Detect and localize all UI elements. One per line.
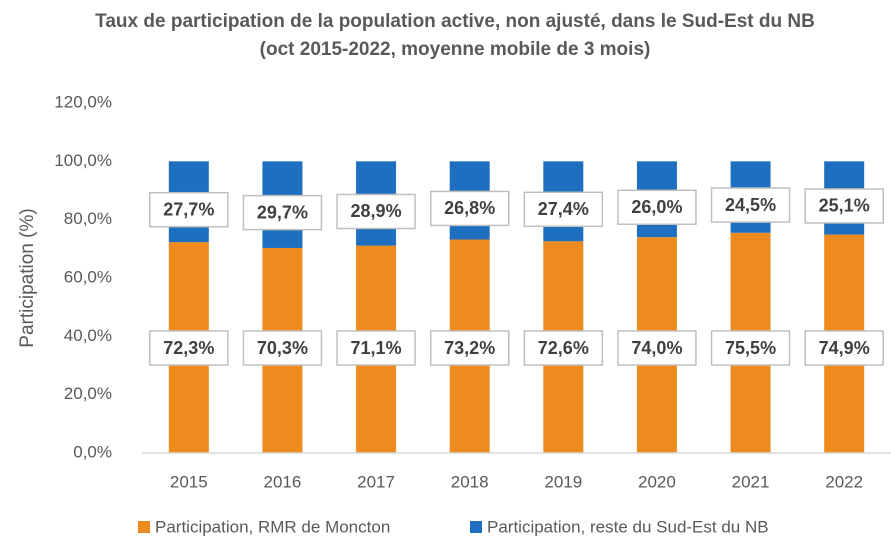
x-tick-label: 2018 (451, 472, 489, 491)
x-tick-label: 2020 (638, 472, 676, 491)
value-label: 71,1% (351, 338, 402, 358)
value-label-box (617, 330, 697, 366)
value-label: 24,5% (725, 195, 776, 215)
legend-swatch (138, 521, 150, 533)
value-label-box (336, 193, 416, 230)
value-label: 26,8% (444, 198, 495, 218)
y-tick-label: 60,0% (64, 267, 112, 286)
value-label: 25,1% (819, 196, 870, 216)
value-label: 72,6% (538, 338, 589, 358)
y-tick-label: 120,0% (54, 92, 112, 111)
value-label-box (804, 188, 884, 224)
value-label-box (523, 330, 604, 366)
x-tick-label: 2015 (170, 472, 208, 491)
value-label-box (242, 330, 323, 366)
value-label: 27,7% (163, 199, 214, 219)
value-label: 70,3% (257, 338, 308, 358)
legend-label: Participation, RMR de Moncton (155, 517, 390, 536)
y-axis-label: Participation (%) (17, 208, 38, 347)
y-tick-label: 0,0% (73, 442, 112, 461)
chart-title: Taux de participation de la population a… (95, 11, 815, 60)
value-label-box (242, 194, 323, 231)
y-tick-label: 80,0% (64, 209, 112, 228)
value-label-box (523, 191, 604, 228)
value-label-box (429, 330, 510, 366)
value-label-box (336, 330, 416, 366)
legend-swatch (470, 521, 482, 533)
x-tick-label: 2021 (732, 472, 770, 491)
value-label-box (149, 330, 229, 366)
value-label: 74,0% (631, 338, 682, 358)
value-label-box (149, 191, 229, 228)
legend-label: Participation, reste du Sud-Est du NB (487, 517, 769, 536)
value-label-box (710, 187, 791, 223)
value-label: 28,9% (351, 201, 402, 221)
value-label: 26,0% (631, 197, 682, 217)
value-label-box (710, 330, 791, 366)
value-label: 75,5% (725, 338, 776, 358)
y-tick-label: 40,0% (64, 326, 112, 345)
value-label: 74,9% (819, 338, 870, 358)
value-label: 27,4% (538, 199, 589, 219)
x-tick-label: 2017 (357, 472, 395, 491)
value-label-box (804, 330, 884, 366)
value-label-box (617, 189, 697, 225)
value-label: 72,3% (163, 338, 214, 358)
x-tick-label: 2022 (825, 472, 863, 491)
value-label: 73,2% (444, 338, 495, 358)
y-tick-label: 100,0% (54, 151, 112, 170)
value-label: 29,7% (257, 202, 308, 222)
x-tick-label: 2016 (264, 472, 302, 491)
value-label-box (429, 190, 510, 227)
x-tick-label: 2019 (544, 472, 582, 491)
y-tick-label: 20,0% (64, 384, 112, 403)
